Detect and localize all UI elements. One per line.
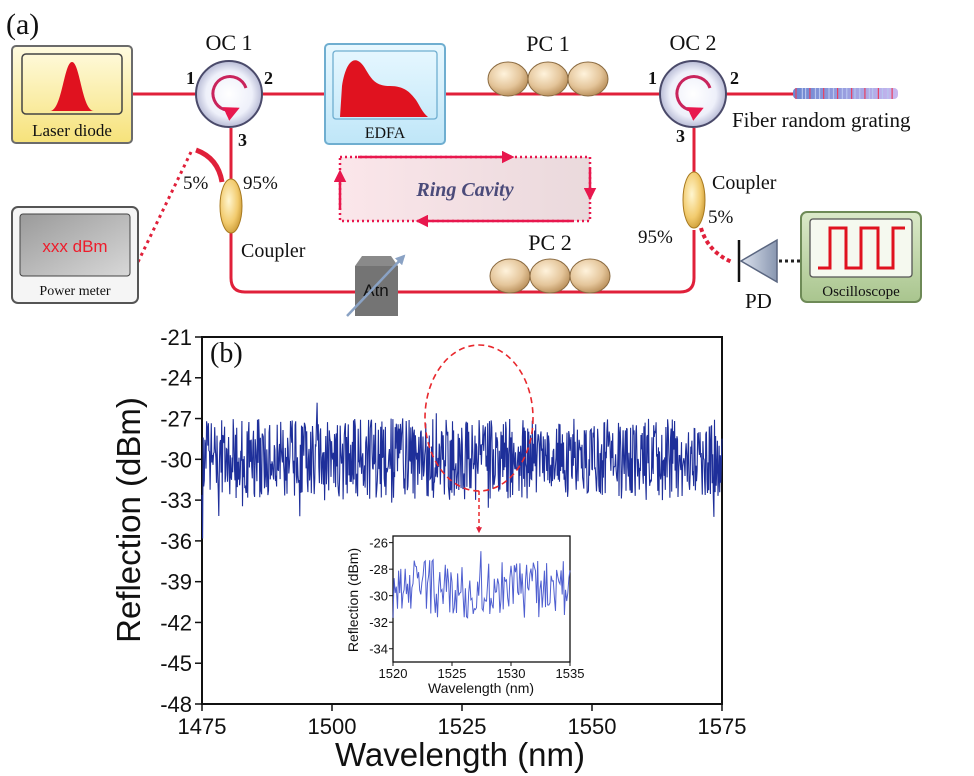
tap-5-percent-right	[699, 227, 733, 264]
inset-chart: 1520 1525 1530 1535 -26 -28 -30 -32 -34 Waveleng…	[345, 535, 584, 696]
inset-x-axis-label: Wavelength (nm)	[428, 680, 534, 696]
edfa-label: EDFA	[365, 125, 406, 142]
edfa-gain-spectrum-icon	[340, 60, 428, 117]
oc2-port3: 3	[676, 126, 685, 146]
fiber-bottom-loop	[229, 230, 696, 294]
y-axis-label: Reflection (dBm)	[110, 397, 147, 643]
coupler-right-5-percent: 5%	[708, 207, 734, 228]
optical-circulator-2: OC 2 1 2 3	[648, 30, 739, 146]
edfa: EDFA	[324, 43, 446, 145]
x-tick-label: 1575	[698, 714, 747, 739]
inset-axis-ticks: 1520 1525 1530 1535 -26 -28 -30 -32 -34	[369, 535, 584, 681]
power-meter: xxx dBm Power meter	[11, 206, 139, 304]
oscilloscope: Oscilloscope	[800, 211, 922, 303]
y-tick-label: -24	[160, 366, 192, 391]
panel-b-chart: (b) 1475 1500 1525 1550 1575 -21 -24 -27 -30 -33 -…	[110, 325, 746, 773]
oc2-port2: 2	[730, 68, 739, 88]
laser-diode-label: Laser diode	[32, 121, 112, 140]
fiber-random-grating-label: Fiber random grating	[732, 108, 911, 132]
y-tick-label: -34	[369, 641, 388, 656]
y-tick-label: -39	[160, 570, 192, 595]
power-meter-label: Power meter	[39, 284, 110, 299]
x-tick-label: 1520	[379, 666, 408, 681]
photodetector: PD	[737, 238, 800, 313]
y-tick-label: -28	[369, 562, 388, 577]
y-tick-label: -36	[160, 529, 192, 554]
circulator-arrow-icon	[675, 75, 712, 121]
coupler-left: 5% 95% Coupler	[183, 173, 306, 262]
panel-b-label: (b)	[210, 338, 243, 369]
fiber-random-grating: Fiber random grating	[732, 88, 911, 132]
oc2-title: OC 2	[669, 30, 716, 55]
pd-label: PD	[745, 289, 772, 313]
y-tick-label: -21	[160, 325, 192, 350]
variable-arrow-icon	[346, 254, 406, 317]
oc1-title: OC 1	[205, 30, 252, 55]
inset-series-line	[392, 551, 571, 619]
coupler-left-label: Coupler	[241, 240, 306, 262]
inset-y-axis-label: Reflection (dBm)	[345, 548, 361, 652]
square-wave-icon	[818, 226, 905, 270]
x-tick-label: 1525	[438, 666, 467, 681]
coupler-right-label: Coupler	[712, 172, 777, 194]
coupler-right: Coupler 5% 95%	[638, 171, 777, 248]
panel-a: (a) Laser diode xxx dBm Power meter	[6, 8, 922, 317]
pc1-label: PC 1	[526, 31, 569, 56]
y-tick-label: -42	[160, 610, 192, 635]
polarization-controller-1: PC 1	[487, 31, 609, 97]
coupler-left-95-percent: 95%	[243, 173, 278, 194]
x-tick-label: 1500	[308, 714, 357, 739]
coupler-right-95-percent: 95%	[638, 227, 673, 248]
y-tick-label: -33	[160, 488, 192, 513]
attenuator-label: Atn	[363, 281, 389, 300]
power-meter-reading: xxx dBm	[42, 237, 107, 256]
dotted-to-power-meter	[136, 151, 193, 263]
y-tick-label: -45	[160, 651, 192, 676]
polarization-controller-2: PC 2	[489, 230, 611, 294]
main-axis-ticks: 1475 1500 1525 1550 1575 -21 -24 -27 -30 -33 -36 -3…	[160, 325, 746, 739]
x-tick-label: 1530	[497, 666, 526, 681]
x-axis-label: Wavelength (nm)	[335, 736, 585, 773]
reflection-series-line	[201, 402, 723, 539]
pc2-label: PC 2	[528, 230, 571, 255]
x-tick-label: 1525	[438, 714, 487, 739]
oc2-port1: 1	[648, 68, 657, 88]
x-tick-label: 1475	[178, 714, 227, 739]
x-tick-label: 1535	[556, 666, 585, 681]
oc1-port2: 2	[264, 68, 273, 88]
y-tick-label: -30	[369, 588, 388, 603]
attenuator: Atn	[346, 254, 406, 317]
oc1-port1: 1	[186, 68, 195, 88]
ring-cavity: Ring Cavity	[333, 150, 597, 228]
oscilloscope-label: Oscilloscope	[822, 284, 900, 300]
ring-cavity-label: Ring Cavity	[415, 179, 513, 201]
y-tick-label: -48	[160, 692, 192, 717]
photodiode-icon	[739, 238, 778, 284]
tap-5-percent-left	[195, 147, 225, 183]
y-tick-label: -27	[160, 406, 192, 431]
y-tick-label: -26	[369, 535, 388, 550]
y-tick-label: -30	[160, 447, 192, 472]
laser-diode: Laser diode	[11, 45, 133, 144]
optical-circulator-1: OC 1 1 2 3	[186, 30, 273, 150]
circulator-arrow-icon	[211, 75, 248, 121]
y-tick-label: -32	[369, 615, 388, 630]
grating-lines	[795, 88, 893, 99]
x-tick-label: 1550	[568, 714, 617, 739]
laser-spectrum-icon	[50, 62, 94, 111]
panel-a-label: (a)	[6, 8, 39, 41]
oc1-port3: 3	[238, 130, 247, 150]
coupler-left-5-percent: 5%	[183, 173, 209, 194]
highlight-ellipse	[424, 344, 534, 492]
